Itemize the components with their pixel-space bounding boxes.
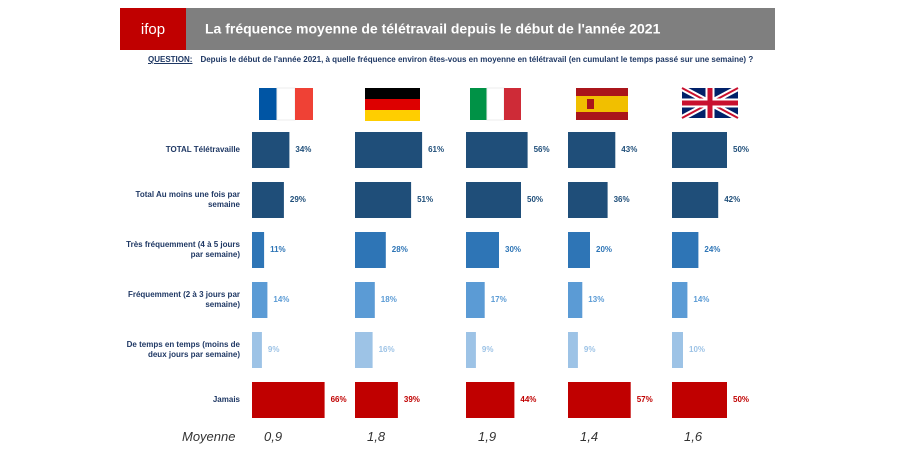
logo-box [120,8,186,50]
average-value: 0,9 [264,429,283,444]
value-label: 44% [520,395,536,404]
value-label: 13% [588,295,604,304]
row-label: Total Au moins une fois par semaine [135,190,240,209]
value-label: 9% [584,345,596,354]
value-label: 18% [381,295,397,304]
row-label: Très fréquemment (4 à 5 jours par semain… [126,240,240,259]
value-label: 43% [621,145,637,154]
value-label: 11% [270,245,286,254]
bar [466,282,485,318]
row-label: TOTAL Télétravaille [165,145,240,154]
bar [568,382,631,418]
value-label: 17% [491,295,507,304]
row-label: Jamais [212,395,240,404]
bar [568,232,590,268]
question-label: QUESTION: [148,55,193,64]
bar [466,232,499,268]
bar [466,132,528,168]
bar [672,182,719,218]
bar [672,382,727,418]
bar [252,332,262,368]
value-label: 36% [614,195,630,204]
value-label: 56% [534,145,550,154]
value-label: 14% [693,295,709,304]
value-label: 9% [268,345,280,354]
value-label: 50% [527,195,543,204]
value-label: 14% [273,295,289,304]
bar [466,332,476,368]
value-label: 50% [733,145,749,154]
value-label: 30% [505,245,521,254]
value-label: 9% [482,345,494,354]
row-label: Fréquemment (2 à 3 jours par semaine) [127,290,240,309]
row-label: De temps en temps (moins de deux jours p… [126,340,240,359]
value-label: 61% [428,145,444,154]
value-label: 39% [404,395,420,404]
bar [466,182,521,218]
value-label: 29% [290,195,306,204]
average-value: 1,8 [367,429,386,444]
average-value: 1,4 [580,429,599,444]
bar [568,182,608,218]
bar [355,182,412,218]
value-label: 28% [392,245,408,254]
bar [568,332,578,368]
average-value: 1,6 [684,429,703,444]
value-label: 42% [724,195,740,204]
value-label: 51% [417,195,433,204]
value-label: 66% [331,395,347,404]
value-label: 50% [733,395,749,404]
flag-spain [576,88,628,120]
value-label: 16% [379,345,395,354]
title-bar [120,8,775,50]
bar [355,232,386,268]
value-label: 57% [637,395,653,404]
chart-title: La fréquence moyenne de télétravail depu… [205,21,661,37]
bar [672,132,727,168]
question-text: Depuis le début de l'année 2021, à quell… [200,55,754,64]
bar [355,382,398,418]
flag-germany [365,88,420,121]
bar [252,232,265,268]
bar [355,132,423,168]
average-label: Moyenne [182,429,236,444]
bar [355,282,375,318]
bar [252,282,268,318]
value-label: 20% [596,245,612,254]
flag-france [259,87,313,121]
flag-uk [680,85,740,121]
flag-italy [470,87,521,121]
bar [568,282,583,318]
average-value: 1,9 [478,429,497,444]
bar [672,232,699,268]
bar [672,282,688,318]
bar [466,382,515,418]
bar [252,382,325,418]
value-label: 34% [295,145,311,154]
value-label: 24% [704,245,720,254]
bar [672,332,683,368]
bar [252,132,290,168]
value-label: 10% [689,345,705,354]
logo: ifop [141,21,165,38]
bar [252,182,284,218]
question: QUESTION: Depuis le début de l'année 2021… [148,54,758,65]
bar [568,132,616,168]
bar [355,332,373,368]
